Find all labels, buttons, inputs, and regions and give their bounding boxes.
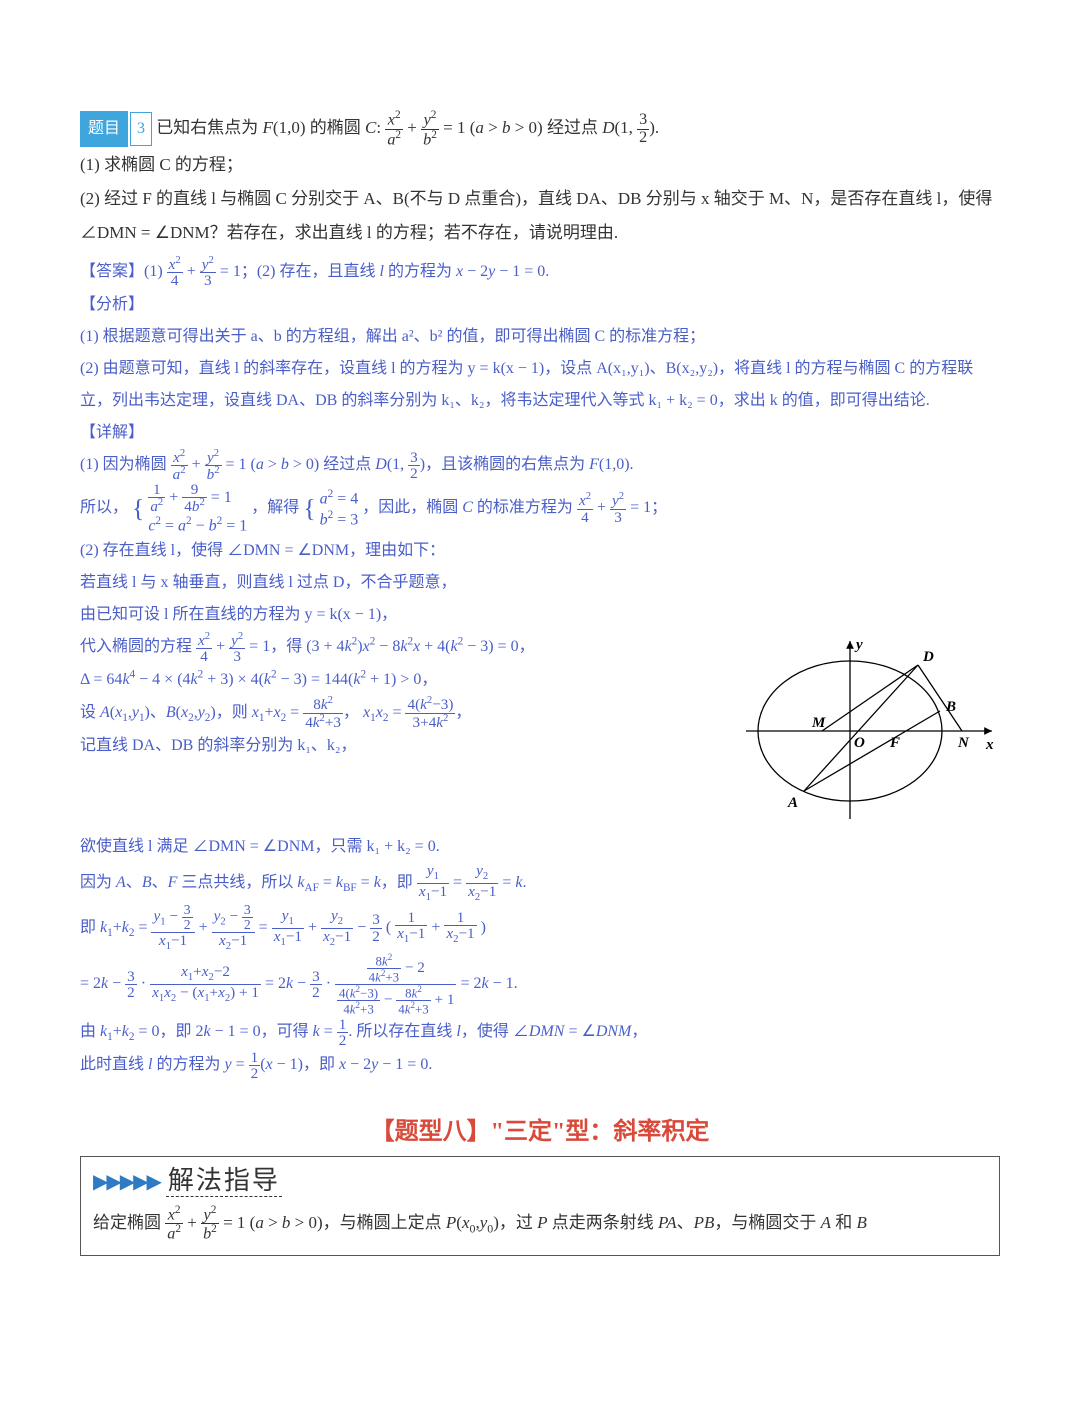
detail-block: 【详解】 (1) 因为椭圆 x2a2 + y2b2 = 1 (a > b > 0…: [80, 417, 1000, 1081]
detail-9: 记直线 DA、DB 的斜率分别为 k₁、k₂，: [80, 737, 357, 754]
method-head-text: 解法指导: [166, 1167, 282, 1197]
detail-15: 此时直线 l 的方程为 y = 12(x − 1)，即 x − 2y − 1 =…: [80, 1056, 432, 1073]
detail-8: 设 A(x1,y1)、B(x2,y2)，则 x1+x2 = 8k24k2+3， …: [80, 704, 471, 721]
svg-text:N: N: [957, 735, 970, 751]
svg-text:D: D: [922, 649, 934, 665]
analysis-line-1: (1) 根据题意可得出关于 a、b 的方程组，解出 a²、b² 的值，即可得出椭…: [80, 328, 705, 345]
method-box: ▶▶▶▶▶ 解法指导 给定椭圆 x2a2 + y2b2 = 1 (a > b >…: [80, 1156, 1000, 1256]
method-body: 给定椭圆 x2a2 + y2b2 = 1 (a > b > 0)，与椭圆上定点 …: [93, 1205, 987, 1243]
method-head: ▶▶▶▶▶ 解法指导: [93, 1167, 987, 1197]
analysis-label: 【分析】: [80, 296, 144, 313]
detail-4: 若直线 l 与 x 轴垂直，则直线 l 过点 D，不合乎题意，: [80, 574, 456, 591]
page: 题目3 已知右焦点为 F(1,0) 的椭圆 C: x2a2 + y2b2 = 1…: [0, 0, 1080, 1276]
answer-block: 【答案】(1) x24 + y23 = 1；(2) 存在，且直线 l 的方程为 …: [80, 256, 1000, 289]
svg-text:y: y: [854, 637, 863, 653]
problem-block: 题目3 已知右焦点为 F(1,0) 的椭圆 C: x2a2 + y2b2 = 1…: [80, 110, 1000, 250]
analysis-block: 【分析】 (1) 根据题意可得出关于 a、b 的方程组，解出 a²、b² 的值，…: [80, 289, 1000, 417]
answer-label: 【答案】: [80, 263, 144, 280]
analysis-line-2: (2) 由题意可知，直线 l 的斜率存在，设直线 l 的方程为 y = k(x …: [80, 360, 973, 409]
detail-10: 欲使直线 l 满足 ∠DMN = ∠DNM，只需 k₁ + k₂ = 0.: [80, 838, 440, 855]
detail-7: Δ = 64k4 − 4 × (4k2 + 3) × 4(k2 − 3) = 1…: [80, 671, 437, 688]
detail-13: = 2k − 32 · x1+x2−2x1x2 − (x1+x2) + 1 = …: [80, 975, 518, 992]
svg-text:B: B: [945, 699, 956, 715]
detail-1: (1) 因为椭圆 x2a2 + y2b2 = 1 (a > b > 0) 经过点…: [80, 456, 634, 473]
problem-line-2: (1) 求椭圆 C 的方程；: [80, 155, 243, 174]
ellipse-diagram: D B A M N F O x y: [740, 631, 1000, 831]
detail-5: 由已知可设 l 所在直线的方程为 y = k(x − 1)，: [80, 606, 397, 623]
section-title: 【题型八】"三定"型：斜率积定: [80, 1111, 1000, 1146]
detail-12: 即 k1+k2 = y1 − 32x1−1 + y2 − 32x2−1 = y1…: [80, 919, 486, 936]
svg-text:F: F: [889, 735, 900, 751]
detail-label: 【详解】: [80, 424, 144, 441]
svg-text:A: A: [787, 795, 798, 811]
svg-text:M: M: [811, 715, 826, 731]
detail-3: (2) 存在直线 l，使得 ∠DMN = ∠DNM，理由如下：: [80, 542, 445, 559]
svg-text:O: O: [854, 735, 865, 751]
detail-11: 因为 A、B、F 三点共线，所以 kAF = kBF = k，即 y1x1−1 …: [80, 874, 526, 891]
problem-tag: 题目: [80, 111, 128, 147]
chevron-icon: ▶▶▶▶▶: [93, 1169, 160, 1194]
detail-2: 所以， { 1a2 + 94b2 = 1 c2 = a2 − b2 = 1 ，解…: [80, 499, 667, 516]
detail-14: 由 k1+k2 = 0，即 2k − 1 = 0，可得 k = 12. 所以存在…: [80, 1023, 647, 1040]
problem-line-1: 已知右焦点为 F(1,0) 的椭圆 C: x2a2 + y2b2 = 1 (a …: [156, 118, 659, 137]
problem-number: 3: [130, 112, 152, 146]
problem-line-3: (2) 经过 F 的直线 l 与椭圆 C 分别交于 A、B(不与 D 点重合)，…: [80, 189, 992, 242]
svg-text:x: x: [985, 737, 994, 753]
detail-6: 代入椭圆的方程 x24 + y23 = 1，得 (3 + 4k2)x2 − 8k…: [80, 638, 535, 655]
